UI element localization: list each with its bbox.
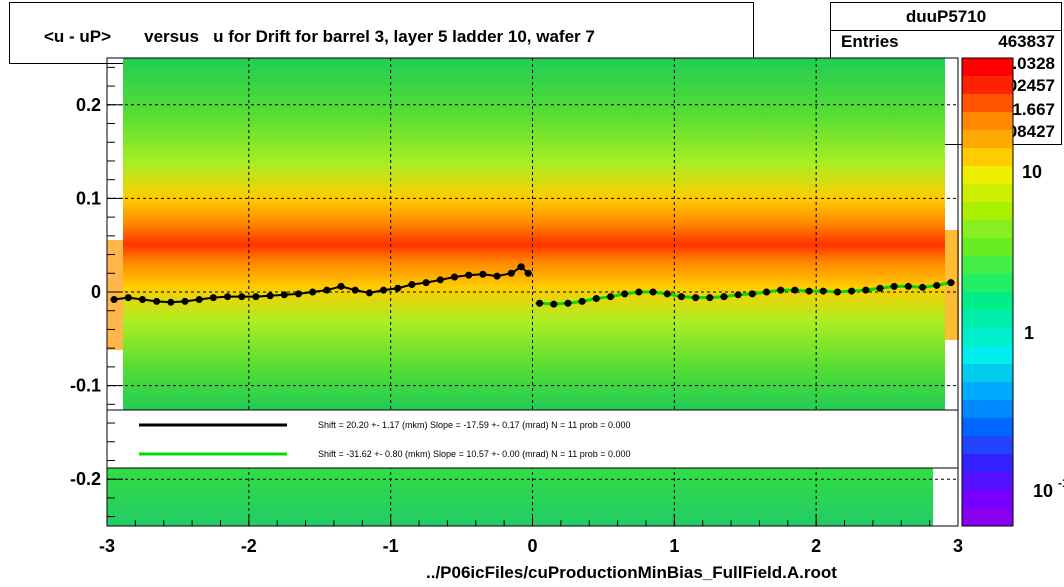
x-tick-label: 0 bbox=[527, 536, 537, 556]
y-tick-label: 0 bbox=[91, 282, 101, 302]
fit-legend-text-green: Shift = -31.62 +- 0.80 (mkm) Slope = 10.… bbox=[318, 449, 631, 459]
x-tick-label: 3 bbox=[953, 536, 963, 556]
chart-title: <u - uP> versus u for Drift for barrel 3… bbox=[44, 27, 595, 46]
palette-cell bbox=[962, 490, 1013, 509]
palette-cell bbox=[962, 238, 1013, 257]
palette-cell bbox=[962, 256, 1013, 275]
color-palette-frame bbox=[961, 57, 1014, 527]
y-tick-label: -0.1 bbox=[70, 376, 101, 396]
palette-cell bbox=[962, 382, 1013, 401]
x-tick-label: -1 bbox=[383, 536, 399, 556]
palette-cell bbox=[962, 58, 1013, 77]
y-tick-label: 0.1 bbox=[76, 188, 101, 208]
axes: -3 -2 -1 0 1 2 3 0.2 0.1 0 -0.1 -0.2 bbox=[70, 66, 963, 556]
palette-cell bbox=[962, 508, 1013, 527]
palette-cell bbox=[962, 76, 1013, 95]
palette-cell bbox=[962, 418, 1013, 437]
x-tick-label: -3 bbox=[99, 536, 115, 556]
fit-legend-box bbox=[106, 409, 959, 469]
profiles bbox=[110, 263, 955, 308]
x-tick-label: 2 bbox=[811, 536, 821, 556]
stat-value: 1.667 bbox=[1012, 100, 1055, 119]
stat-key: Entries bbox=[841, 32, 899, 51]
heatmap-band bbox=[123, 58, 945, 410]
colorbar-label-10: 10 bbox=[1022, 162, 1042, 182]
palette-cell bbox=[962, 112, 1013, 131]
palette-cell bbox=[962, 148, 1013, 167]
palette-cell bbox=[962, 328, 1013, 347]
x-tick-label: -2 bbox=[241, 536, 257, 556]
palette-cell bbox=[962, 346, 1013, 365]
y-tick-label: 0.2 bbox=[76, 95, 101, 115]
title-box: <u - uP> versus u for Drift for barrel 3… bbox=[9, 2, 754, 64]
color-palette bbox=[962, 58, 1013, 527]
x-axis-label: ../P06icFiles/cuProductionMinBias_FullFi… bbox=[426, 563, 837, 582]
colorbar-label-10-minus1: 10 bbox=[1033, 481, 1053, 501]
stats-separator bbox=[831, 30, 1061, 31]
palette-cell bbox=[962, 274, 1013, 293]
x-tick-label: 1 bbox=[669, 536, 679, 556]
palette-cell bbox=[962, 310, 1013, 329]
palette-cell bbox=[962, 400, 1013, 419]
fit-legend-text-black: Shift = 20.20 +- 1.17 (mkm) Slope = -17.… bbox=[318, 420, 631, 430]
palette-cell bbox=[962, 364, 1013, 383]
palette-cell bbox=[962, 436, 1013, 455]
heatmap bbox=[107, 58, 959, 526]
y-tick-label: -0.2 bbox=[70, 469, 101, 489]
palette-cell bbox=[962, 292, 1013, 311]
palette-cell bbox=[962, 454, 1013, 473]
palette-cell bbox=[962, 94, 1013, 113]
stats-title: duuP5710 bbox=[905, 7, 987, 26]
heatmap-low-region bbox=[107, 468, 933, 526]
colorbar-label-1: 1 bbox=[1024, 323, 1034, 343]
palette-cell bbox=[962, 130, 1013, 149]
palette-cell bbox=[962, 166, 1013, 185]
stat-value: 463837 bbox=[998, 32, 1055, 51]
palette-cell bbox=[962, 202, 1013, 221]
palette-cell bbox=[962, 184, 1013, 203]
stat-entries: Entries 463837 bbox=[841, 32, 1055, 54]
palette-cell bbox=[962, 472, 1013, 491]
colorbar-exponent: -1 bbox=[1058, 476, 1064, 490]
heatmap-left-edge bbox=[107, 240, 127, 350]
palette-cell bbox=[962, 220, 1013, 239]
